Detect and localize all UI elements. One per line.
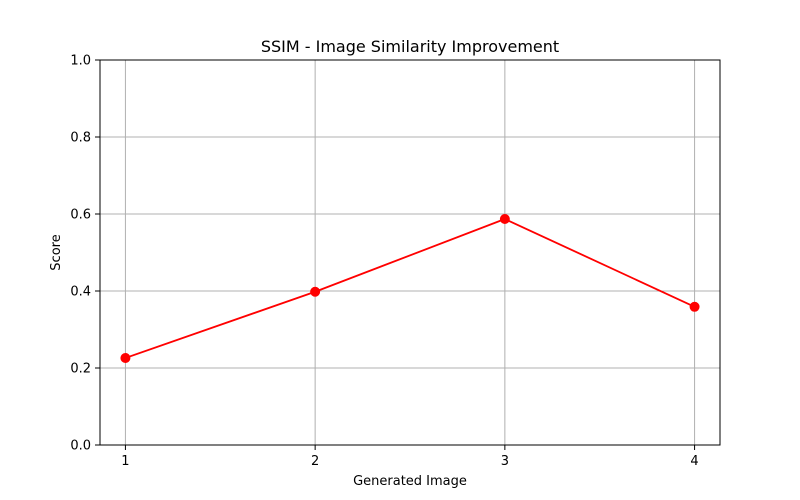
- data-point: [499, 214, 510, 225]
- x-tick-label: 1: [121, 454, 129, 469]
- data-point: [120, 352, 131, 363]
- axis-ticks: [95, 59, 696, 450]
- chart-title: SSIM - Image Similarity Improvement: [261, 37, 559, 56]
- y-tick-label: 0.2: [70, 362, 91, 377]
- axis-tick-labels: 1 2 3 4 0.0 0.2 0.4 0.6 0.8 1.0: [70, 54, 698, 470]
- plot-area: [99, 59, 721, 446]
- y-tick-label: 0.8: [70, 131, 91, 146]
- y-tick-label: 0.0: [70, 439, 91, 454]
- x-axis-label: Generated Image: [353, 474, 467, 489]
- x-tick-label: 2: [311, 454, 319, 469]
- x-tick-label: 3: [501, 454, 509, 469]
- y-tick-label: 0.6: [70, 208, 91, 223]
- data-point: [689, 301, 700, 312]
- y-axis-label: Score: [49, 234, 64, 270]
- series-layer: [120, 214, 700, 363]
- y-tick-label: 0.4: [70, 285, 91, 300]
- series-line: [125, 218, 695, 359]
- data-point: [310, 286, 321, 297]
- x-tick-label: 4: [690, 454, 698, 469]
- y-tick-label: 1.0: [70, 54, 91, 69]
